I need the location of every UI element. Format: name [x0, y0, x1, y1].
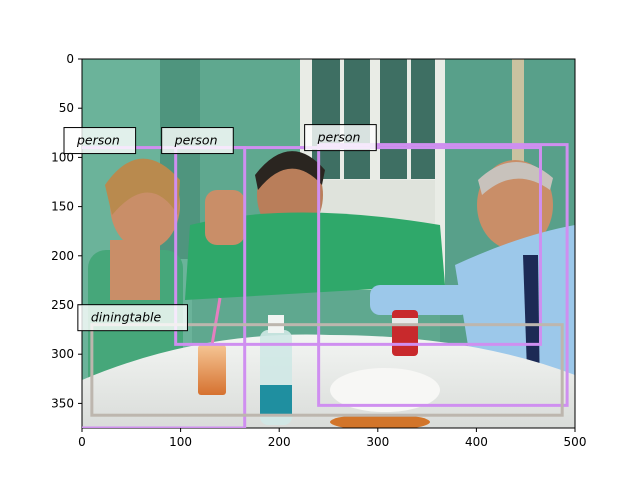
y-tick-label: 50	[59, 101, 74, 115]
detection-box	[82, 146, 247, 428]
detection-box	[317, 143, 569, 407]
box-label-background	[161, 127, 234, 155]
x-tick-label: 100	[169, 435, 192, 449]
box-label-background	[304, 124, 377, 152]
x-tick-label: 300	[366, 435, 389, 449]
y-tick-label: 0	[66, 52, 74, 66]
box-label-background	[77, 304, 188, 332]
y-tick-label: 350	[51, 396, 74, 410]
y-tick-label: 250	[51, 298, 74, 312]
detection-box	[90, 323, 564, 417]
x-tick-label: 0	[78, 435, 86, 449]
y-tick-label: 150	[51, 200, 74, 214]
photo	[82, 59, 575, 428]
box-label: diningtable	[91, 310, 162, 325]
x-tick-label: 500	[564, 435, 587, 449]
box-label: person	[76, 133, 120, 148]
box-label-background	[63, 127, 137, 155]
y-tick-label: 200	[51, 249, 74, 263]
y-tick-label: 300	[51, 347, 74, 361]
x-tick-label: 200	[268, 435, 291, 449]
x-axis: 0 100 200 300 400 500	[78, 428, 586, 449]
box-label: person	[317, 130, 361, 145]
box-label: person	[174, 133, 218, 148]
detection-boxes: person person person diningtable	[63, 124, 569, 428]
x-tick-label: 400	[465, 435, 488, 449]
axes-frame	[81, 58, 576, 429]
